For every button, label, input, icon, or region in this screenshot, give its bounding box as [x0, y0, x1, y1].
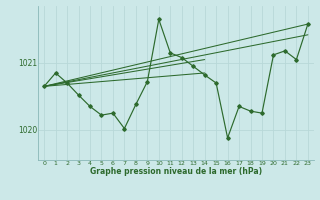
X-axis label: Graphe pression niveau de la mer (hPa): Graphe pression niveau de la mer (hPa) — [90, 167, 262, 176]
